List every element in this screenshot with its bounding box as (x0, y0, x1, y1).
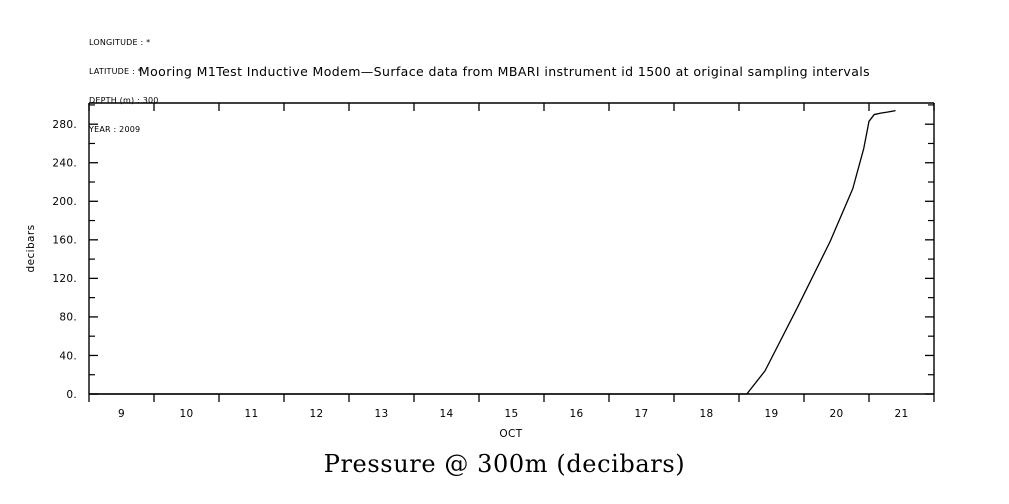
data-series-layer (88, 110, 896, 395)
x-tick-label: 11 (245, 408, 259, 420)
x-axis-label: OCT (499, 428, 522, 440)
metadata-longitude: LONGITUDE : * (89, 38, 151, 48)
metadata-year: YEAR : 2009 (89, 124, 141, 134)
x-tick-label: 18 (700, 408, 714, 420)
y-tick-label: 120. (52, 273, 77, 285)
metadata-depth: DEPTH (m) : 300 (89, 95, 159, 105)
y-tick-label: 160. (52, 235, 77, 247)
y-axis-ticks: 0. 40. 80. 120. 160. 200. 240. 280. (52, 104, 934, 401)
y-tick-label: 0. (66, 389, 77, 401)
metadata-latitude: LATITUDE : * (89, 66, 142, 76)
y-axis-label: decibars (25, 225, 37, 273)
x-tick-label: 17 (635, 408, 649, 420)
x-tick-label: 16 (570, 408, 584, 420)
figure-caption: Pressure @ 300m (decibars) (323, 450, 686, 478)
y-tick-label: 200. (52, 196, 77, 208)
x-tick-label: 19 (765, 408, 779, 420)
x-tick-label: 13 (375, 408, 389, 420)
x-axis-ticks: 9 10 11 12 13 14 15 16 17 18 19 20 21 (88, 103, 935, 420)
y-tick-label: 40. (59, 350, 77, 362)
x-tick-label: 21 (895, 408, 909, 420)
axes-frame (88, 102, 935, 395)
data-line-pressure (88, 110, 896, 395)
x-tick-label: 10 (180, 408, 194, 420)
chart-title: Mooring M1Test Inductive Modem—Surface d… (138, 64, 871, 79)
x-tick-label: 9 (118, 408, 125, 420)
y-tick-label: 280. (52, 119, 77, 131)
metadata-block: LONGITUDE : * LATITUDE : * DEPTH (m) : 3… (89, 19, 159, 153)
x-tick-label: 12 (310, 408, 324, 420)
x-tick-label: 20 (830, 408, 844, 420)
y-tick-label: 240. (52, 158, 77, 170)
y-tick-label: 80. (59, 312, 77, 324)
x-tick-label: 14 (440, 408, 454, 420)
x-tick-label: 15 (505, 408, 519, 420)
